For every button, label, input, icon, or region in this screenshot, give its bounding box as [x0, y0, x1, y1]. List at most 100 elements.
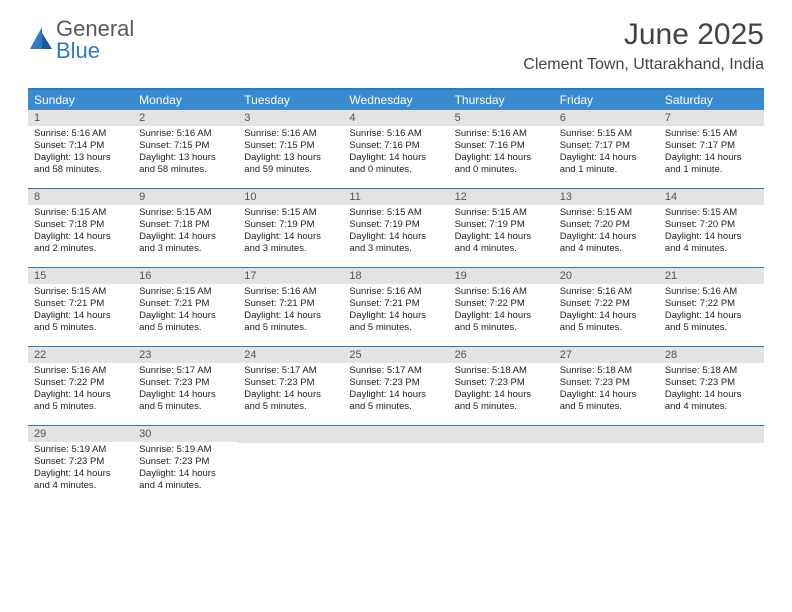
- day-info: Sunrise: 5:18 AMSunset: 7:23 PMDaylight:…: [449, 363, 554, 417]
- day-number: 3: [238, 110, 343, 126]
- day-number: [659, 426, 764, 443]
- week-row: 15Sunrise: 5:15 AMSunset: 7:21 PMDayligh…: [28, 268, 764, 347]
- day-number: 14: [659, 189, 764, 205]
- day-info: Sunrise: 5:16 AMSunset: 7:22 PMDaylight:…: [449, 284, 554, 338]
- day-cell: [554, 426, 659, 504]
- day-info: Sunrise: 5:15 AMSunset: 7:19 PMDaylight:…: [343, 205, 448, 259]
- day-cell: [238, 426, 343, 504]
- day-cell: 28Sunrise: 5:18 AMSunset: 7:23 PMDayligh…: [659, 347, 764, 425]
- day-number: 24: [238, 347, 343, 363]
- day-cell: 3Sunrise: 5:16 AMSunset: 7:15 PMDaylight…: [238, 110, 343, 188]
- day-number: 28: [659, 347, 764, 363]
- logo-mark-icon: [28, 25, 54, 55]
- week-row: 8Sunrise: 5:15 AMSunset: 7:18 PMDaylight…: [28, 189, 764, 268]
- day-cell: 22Sunrise: 5:16 AMSunset: 7:22 PMDayligh…: [28, 347, 133, 425]
- day-cell: 1Sunrise: 5:16 AMSunset: 7:14 PMDaylight…: [28, 110, 133, 188]
- day-info: Sunrise: 5:19 AMSunset: 7:23 PMDaylight:…: [28, 442, 133, 496]
- day-cell: 15Sunrise: 5:15 AMSunset: 7:21 PMDayligh…: [28, 268, 133, 346]
- brand-part2: Blue: [56, 38, 100, 63]
- day-number: 12: [449, 189, 554, 205]
- day-header-cell: Friday: [554, 90, 659, 110]
- day-cell: 2Sunrise: 5:16 AMSunset: 7:15 PMDaylight…: [133, 110, 238, 188]
- day-number: 17: [238, 268, 343, 284]
- day-cell: 11Sunrise: 5:15 AMSunset: 7:19 PMDayligh…: [343, 189, 448, 267]
- day-cell: 18Sunrise: 5:16 AMSunset: 7:21 PMDayligh…: [343, 268, 448, 346]
- day-cell: 27Sunrise: 5:18 AMSunset: 7:23 PMDayligh…: [554, 347, 659, 425]
- day-info: Sunrise: 5:16 AMSunset: 7:22 PMDaylight:…: [554, 284, 659, 338]
- day-info: Sunrise: 5:16 AMSunset: 7:16 PMDaylight:…: [343, 126, 448, 180]
- day-cell: 9Sunrise: 5:15 AMSunset: 7:18 PMDaylight…: [133, 189, 238, 267]
- day-header-cell: Monday: [133, 90, 238, 110]
- week-row: 22Sunrise: 5:16 AMSunset: 7:22 PMDayligh…: [28, 347, 764, 426]
- calendar: SundayMondayTuesdayWednesdayThursdayFrid…: [28, 88, 764, 504]
- location: Clement Town, Uttarakhand, India: [523, 56, 764, 74]
- day-cell: 29Sunrise: 5:19 AMSunset: 7:23 PMDayligh…: [28, 426, 133, 504]
- day-cell: 13Sunrise: 5:15 AMSunset: 7:20 PMDayligh…: [554, 189, 659, 267]
- day-info: Sunrise: 5:15 AMSunset: 7:19 PMDaylight:…: [238, 205, 343, 259]
- day-cell: 21Sunrise: 5:16 AMSunset: 7:22 PMDayligh…: [659, 268, 764, 346]
- day-header-row: SundayMondayTuesdayWednesdayThursdayFrid…: [28, 90, 764, 110]
- day-number: 9: [133, 189, 238, 205]
- day-info: Sunrise: 5:15 AMSunset: 7:17 PMDaylight:…: [659, 126, 764, 180]
- day-info: Sunrise: 5:16 AMSunset: 7:16 PMDaylight:…: [449, 126, 554, 180]
- day-cell: 26Sunrise: 5:18 AMSunset: 7:23 PMDayligh…: [449, 347, 554, 425]
- day-number: 18: [343, 268, 448, 284]
- day-number: 4: [343, 110, 448, 126]
- day-cell: [343, 426, 448, 504]
- day-number: [449, 426, 554, 443]
- logo: General Blue: [28, 18, 134, 62]
- day-number: 2: [133, 110, 238, 126]
- day-info: Sunrise: 5:16 AMSunset: 7:21 PMDaylight:…: [343, 284, 448, 338]
- day-cell: 23Sunrise: 5:17 AMSunset: 7:23 PMDayligh…: [133, 347, 238, 425]
- day-number: 13: [554, 189, 659, 205]
- day-cell: 19Sunrise: 5:16 AMSunset: 7:22 PMDayligh…: [449, 268, 554, 346]
- day-cell: 16Sunrise: 5:15 AMSunset: 7:21 PMDayligh…: [133, 268, 238, 346]
- day-number: 19: [449, 268, 554, 284]
- day-cell: 5Sunrise: 5:16 AMSunset: 7:16 PMDaylight…: [449, 110, 554, 188]
- day-header-cell: Sunday: [28, 90, 133, 110]
- week-row: 1Sunrise: 5:16 AMSunset: 7:14 PMDaylight…: [28, 110, 764, 189]
- day-number: 26: [449, 347, 554, 363]
- day-info: Sunrise: 5:19 AMSunset: 7:23 PMDaylight:…: [133, 442, 238, 496]
- month-title: June 2025: [523, 18, 764, 52]
- day-info: Sunrise: 5:15 AMSunset: 7:20 PMDaylight:…: [554, 205, 659, 259]
- title-block: June 2025 Clement Town, Uttarakhand, Ind…: [523, 18, 764, 74]
- day-info: Sunrise: 5:15 AMSunset: 7:18 PMDaylight:…: [133, 205, 238, 259]
- day-cell: 8Sunrise: 5:15 AMSunset: 7:18 PMDaylight…: [28, 189, 133, 267]
- day-number: 11: [343, 189, 448, 205]
- day-info: Sunrise: 5:15 AMSunset: 7:21 PMDaylight:…: [133, 284, 238, 338]
- day-info: Sunrise: 5:16 AMSunset: 7:14 PMDaylight:…: [28, 126, 133, 180]
- day-cell: 20Sunrise: 5:16 AMSunset: 7:22 PMDayligh…: [554, 268, 659, 346]
- day-cell: 14Sunrise: 5:15 AMSunset: 7:20 PMDayligh…: [659, 189, 764, 267]
- day-cell: 24Sunrise: 5:17 AMSunset: 7:23 PMDayligh…: [238, 347, 343, 425]
- day-info: Sunrise: 5:17 AMSunset: 7:23 PMDaylight:…: [343, 363, 448, 417]
- day-header-cell: Tuesday: [238, 90, 343, 110]
- day-info: Sunrise: 5:16 AMSunset: 7:22 PMDaylight:…: [28, 363, 133, 417]
- week-row: 29Sunrise: 5:19 AMSunset: 7:23 PMDayligh…: [28, 426, 764, 504]
- day-cell: 17Sunrise: 5:16 AMSunset: 7:21 PMDayligh…: [238, 268, 343, 346]
- day-number: [343, 426, 448, 443]
- day-number: 30: [133, 426, 238, 442]
- day-info: Sunrise: 5:18 AMSunset: 7:23 PMDaylight:…: [659, 363, 764, 417]
- day-info: Sunrise: 5:15 AMSunset: 7:18 PMDaylight:…: [28, 205, 133, 259]
- day-info: Sunrise: 5:16 AMSunset: 7:15 PMDaylight:…: [133, 126, 238, 180]
- day-header-cell: Saturday: [659, 90, 764, 110]
- day-number: 25: [343, 347, 448, 363]
- day-info: Sunrise: 5:16 AMSunset: 7:15 PMDaylight:…: [238, 126, 343, 180]
- day-info: Sunrise: 5:17 AMSunset: 7:23 PMDaylight:…: [238, 363, 343, 417]
- day-number: 7: [659, 110, 764, 126]
- day-info: Sunrise: 5:16 AMSunset: 7:22 PMDaylight:…: [659, 284, 764, 338]
- header: General Blue June 2025 Clement Town, Utt…: [0, 0, 792, 80]
- day-cell: [449, 426, 554, 504]
- day-number: 29: [28, 426, 133, 442]
- day-number: 22: [28, 347, 133, 363]
- day-info: Sunrise: 5:15 AMSunset: 7:19 PMDaylight:…: [449, 205, 554, 259]
- day-number: 1: [28, 110, 133, 126]
- day-header-cell: Wednesday: [343, 90, 448, 110]
- day-header-cell: Thursday: [449, 90, 554, 110]
- day-info: Sunrise: 5:17 AMSunset: 7:23 PMDaylight:…: [133, 363, 238, 417]
- day-info: Sunrise: 5:15 AMSunset: 7:17 PMDaylight:…: [554, 126, 659, 180]
- day-cell: 25Sunrise: 5:17 AMSunset: 7:23 PMDayligh…: [343, 347, 448, 425]
- day-number: 16: [133, 268, 238, 284]
- day-info: Sunrise: 5:18 AMSunset: 7:23 PMDaylight:…: [554, 363, 659, 417]
